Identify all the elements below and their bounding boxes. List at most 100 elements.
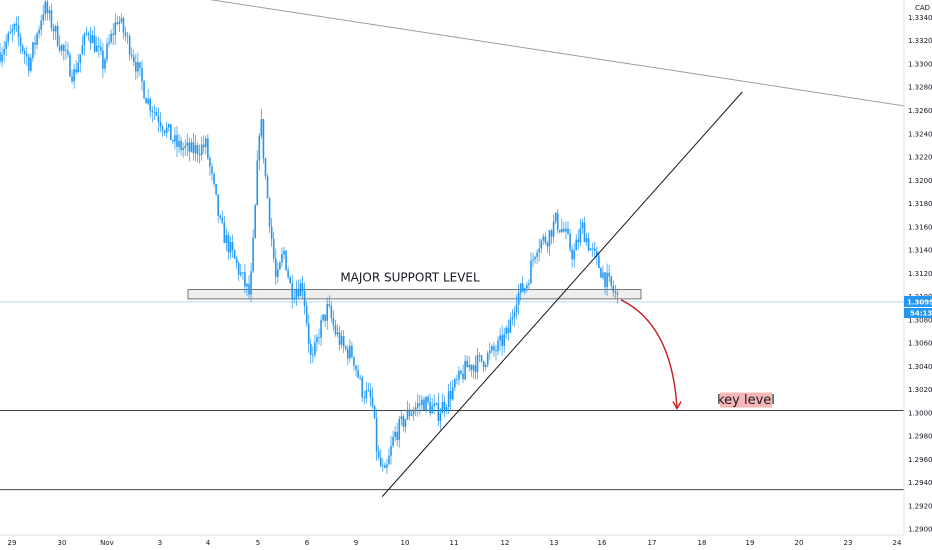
candle [353, 356, 355, 371]
candle-body [501, 335, 503, 346]
candle-body [202, 144, 205, 148]
candle-body [186, 142, 189, 146]
candle [87, 31, 90, 41]
candle-body [145, 98, 147, 104]
candle-body [536, 252, 538, 257]
candle-body [231, 242, 234, 251]
candle [604, 272, 606, 295]
candle-body [116, 22, 119, 24]
descending-trendline[interactable] [137, 0, 912, 108]
candle [390, 435, 392, 465]
candle [266, 173, 269, 199]
candle [334, 319, 337, 337]
candle-body [414, 407, 417, 412]
candle-body [237, 263, 240, 275]
candle-body [7, 33, 10, 42]
candle [340, 330, 343, 349]
time-tick-label: 18 [698, 539, 707, 547]
candle-body [301, 283, 304, 292]
candle-body [505, 327, 508, 335]
candle-body [54, 26, 57, 32]
candle [503, 328, 506, 353]
candle-body [50, 10, 53, 28]
candle [297, 279, 300, 299]
candle [427, 394, 429, 405]
candle [400, 410, 403, 426]
candle-body [484, 364, 487, 368]
candle [28, 53, 30, 77]
candle-body [443, 402, 446, 410]
candle-body [77, 63, 80, 73]
candle [396, 422, 398, 447]
candle-body [499, 335, 501, 341]
candle-body [616, 292, 619, 295]
candle [330, 301, 333, 323]
time-tick-label: 19 [746, 539, 755, 547]
candle [437, 392, 440, 426]
candle [402, 413, 405, 432]
candle-body [561, 228, 563, 232]
candle [102, 43, 104, 78]
candle-body [254, 205, 256, 238]
candle [235, 256, 238, 270]
candle [147, 88, 149, 106]
time-tick-label: 4 [206, 539, 211, 547]
major-support-band[interactable] [187, 289, 642, 300]
candle-body [596, 250, 598, 256]
candle-body [542, 236, 545, 241]
candle-body [120, 18, 123, 22]
candle [414, 401, 417, 416]
candle [554, 212, 557, 225]
candle-body [182, 148, 184, 151]
candle [217, 194, 219, 223]
candle-body [507, 327, 510, 333]
candle [443, 395, 446, 418]
candle [283, 246, 285, 260]
ascending-trendline[interactable] [381, 91, 743, 497]
candle [93, 25, 96, 54]
candle [1, 46, 3, 68]
candle [373, 405, 376, 420]
candle-body [19, 36, 22, 46]
candle-body [355, 365, 357, 370]
candle-body [305, 305, 308, 324]
price-tick-label: 1.31800 [908, 200, 932, 208]
candle [392, 430, 394, 449]
candle [567, 221, 569, 236]
candle [301, 275, 304, 300]
candle-body [190, 142, 193, 152]
candle [314, 335, 316, 358]
candle-body [155, 111, 158, 116]
candle [285, 250, 287, 271]
candle [145, 97, 147, 104]
time-tick-label: 11 [450, 539, 459, 547]
candle-body [277, 269, 279, 278]
candle [172, 139, 174, 144]
candle-body [344, 346, 347, 349]
candle [449, 381, 452, 410]
candle [242, 271, 244, 280]
candle [322, 314, 324, 323]
candle-body [431, 405, 433, 414]
candle [97, 36, 100, 58]
candle [532, 253, 534, 268]
time-axis-panel[interactable] [0, 535, 932, 550]
candle-body [307, 323, 310, 344]
candle [120, 13, 123, 24]
time-tick-label: 24 [893, 539, 902, 547]
candle [270, 218, 273, 247]
candle [573, 243, 575, 268]
price-axis-panel[interactable] [904, 0, 932, 535]
candle-body [548, 230, 551, 247]
candle-body [565, 228, 567, 232]
candle [447, 384, 450, 414]
candle-body [118, 21, 121, 24]
candle-body [456, 379, 458, 380]
candle [223, 216, 226, 244]
candle [369, 382, 372, 407]
candle-body [141, 67, 143, 82]
candle-body [581, 222, 584, 229]
candle-body [48, 10, 51, 14]
candle-body [464, 360, 466, 380]
